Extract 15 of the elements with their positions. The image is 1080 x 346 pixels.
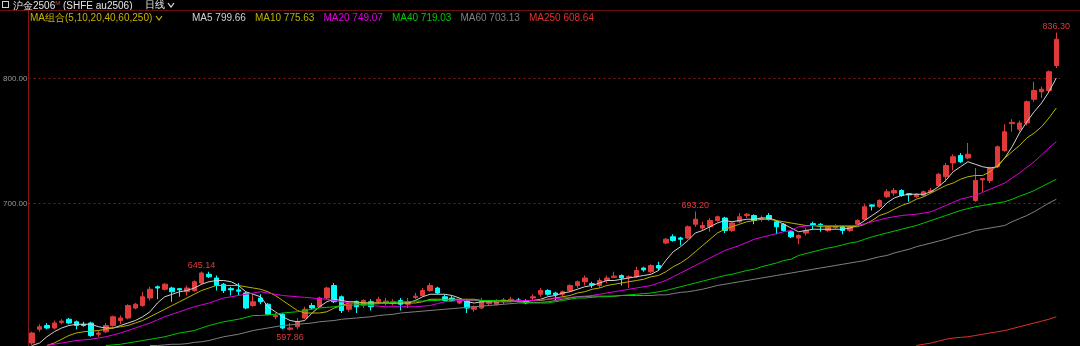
y-tick-label: 800.00: [3, 73, 29, 83]
text: MA250 608.64: [528, 12, 594, 24]
annotation: 836.30: [1042, 21, 1071, 32]
text: MA40 719.03: [391, 12, 452, 24]
text: MA5 799.66: [192, 12, 246, 24]
annotation: 645.14: [187, 260, 216, 271]
annotation: 693.20: [681, 199, 710, 210]
legend-title: MA组合(5,10,20,40,60,250): [30, 12, 153, 24]
text: MA20 749.07: [323, 12, 383, 24]
text: MA10 775.63: [254, 12, 315, 24]
chart-title: 沪金2506$^{M}$ (SHFE au2506): [13, 0, 133, 12]
text: MA60 703.13: [460, 12, 520, 24]
annotation: 597.86: [276, 332, 304, 343]
y-tick-label: 700.00: [3, 198, 29, 208]
chart-subtitle: 日线: [144, 0, 165, 10]
